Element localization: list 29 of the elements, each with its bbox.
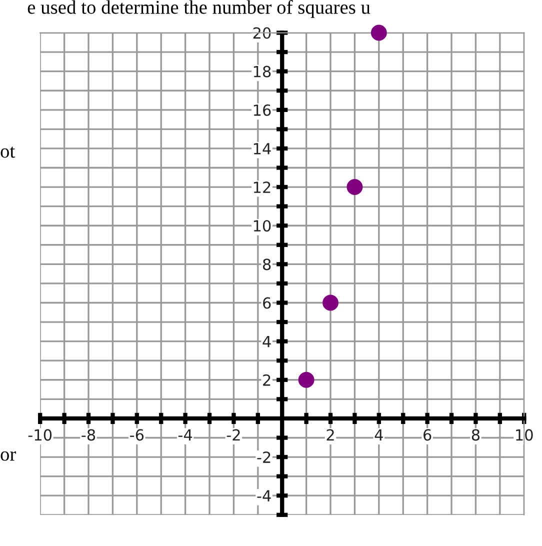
y-tick-label: -2: [257, 451, 270, 463]
y-tick-label: 2: [263, 374, 270, 386]
point: [370, 24, 387, 41]
x-tick-label: 4: [374, 429, 383, 440]
y-tick-label: 6: [263, 297, 271, 309]
text: e used to determine the number of squares u: [28, 0, 370, 18]
y-tick-label: 16: [254, 104, 271, 116]
y-tick-label: 20: [253, 27, 271, 39]
y-tick-label: 12: [254, 182, 270, 193]
x-tick-label: 6: [424, 429, 432, 441]
point: [298, 372, 314, 388]
x-tick-label: -4: [178, 429, 192, 440]
x-tick-label: -8: [82, 429, 96, 441]
x-tick-label: 8: [472, 429, 480, 441]
y-tick-label: 18: [254, 66, 271, 78]
x-tick-label: -10: [28, 429, 52, 441]
y-tick-label: 4: [262, 336, 271, 348]
point: [322, 294, 338, 311]
y-tick-label: 14: [254, 143, 271, 154]
text: or: [0, 451, 16, 461]
x-tick-label: -2: [226, 429, 240, 440]
x-tick-label: -6: [130, 429, 144, 441]
text: ot: [0, 146, 16, 158]
y-tick-label: -4: [257, 490, 271, 502]
y-tick-label: 8: [263, 258, 271, 270]
x-tick-label: 2: [326, 429, 334, 440]
point: [346, 179, 363, 196]
x-tick-label: 10: [516, 429, 533, 441]
y-tick-label: 10: [254, 220, 271, 232]
